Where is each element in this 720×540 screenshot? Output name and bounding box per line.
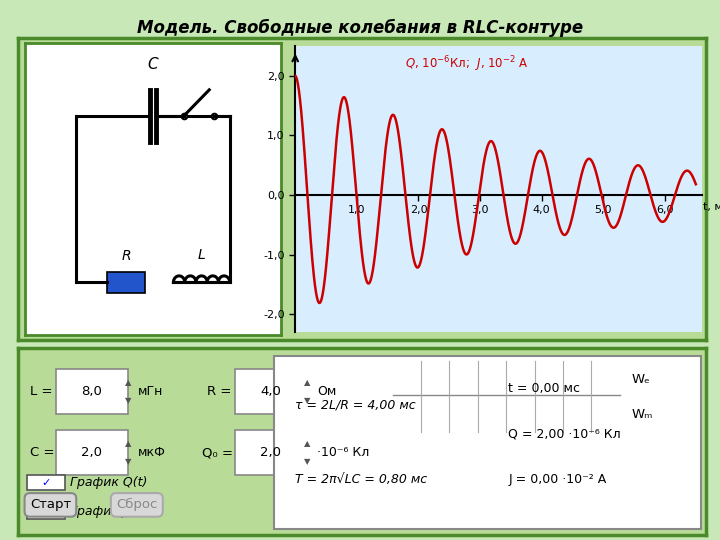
Text: C =: C =: [30, 446, 55, 459]
Text: Старт: Старт: [30, 498, 71, 511]
FancyBboxPatch shape: [27, 475, 65, 490]
Text: t, мс: t, мс: [703, 202, 720, 212]
Text: мГн: мГн: [138, 384, 163, 397]
Text: R =: R =: [207, 384, 231, 397]
Text: t = 0,00 мс: t = 0,00 мс: [508, 382, 580, 395]
Text: T = 2π√LC = 0,80 мс: T = 2π√LC = 0,80 мс: [295, 473, 427, 486]
Text: ▲: ▲: [304, 377, 310, 387]
Text: ▲: ▲: [125, 377, 131, 387]
Text: График J(t): График J(t): [70, 505, 141, 518]
Text: Wₘ: Wₘ: [632, 408, 654, 421]
Text: ▼: ▼: [304, 457, 310, 466]
Bar: [107, 272, 145, 293]
Text: Ом: Ом: [317, 384, 336, 397]
Text: ▼: ▼: [125, 396, 131, 404]
Text: Q = 2,00 ·10⁻⁶ Кл: Q = 2,00 ·10⁻⁶ Кл: [508, 427, 621, 441]
Text: ✓: ✓: [41, 478, 50, 488]
Bar: [392, 361, 620, 395]
Text: L: L: [198, 248, 205, 262]
Text: ▲: ▲: [304, 439, 310, 448]
Text: ▼: ▼: [304, 396, 310, 404]
Text: ·10⁻⁶ Кл: ·10⁻⁶ Кл: [317, 446, 369, 459]
Text: 2,0: 2,0: [260, 446, 282, 459]
FancyBboxPatch shape: [274, 356, 701, 529]
Text: 2,0: 2,0: [81, 446, 102, 459]
Text: мкФ: мкФ: [138, 446, 166, 459]
Text: τ = 2L/R = 4,00 мс: τ = 2L/R = 4,00 мс: [295, 399, 415, 411]
Text: J = 0,00 ·10⁻² А: J = 0,00 ·10⁻² А: [508, 473, 606, 486]
Text: Q₀ =: Q₀ =: [202, 446, 233, 459]
Text: 4,0: 4,0: [260, 384, 281, 397]
Text: 8,0: 8,0: [81, 384, 102, 397]
Text: ▼: ▼: [125, 457, 131, 466]
FancyBboxPatch shape: [390, 360, 623, 433]
FancyBboxPatch shape: [235, 369, 307, 414]
FancyBboxPatch shape: [27, 504, 65, 519]
Text: Модель. Свободные колебания в RLC-контуре: Модель. Свободные колебания в RLC-контур…: [137, 19, 583, 37]
Text: R: R: [122, 249, 131, 263]
Text: $Q$, 10$^{-6}$Кл;  $J$, 10$^{-2}$ А: $Q$, 10$^{-6}$Кл; $J$, 10$^{-2}$ А: [405, 55, 528, 74]
FancyBboxPatch shape: [56, 430, 128, 475]
Text: Wₑ: Wₑ: [632, 373, 651, 386]
FancyBboxPatch shape: [56, 369, 128, 414]
Text: Сброс: Сброс: [116, 498, 158, 511]
Text: ▲: ▲: [125, 439, 131, 448]
Text: L =: L =: [30, 384, 53, 397]
Text: C: C: [148, 57, 158, 72]
FancyBboxPatch shape: [235, 430, 307, 475]
Text: График Q(t): График Q(t): [70, 476, 147, 489]
